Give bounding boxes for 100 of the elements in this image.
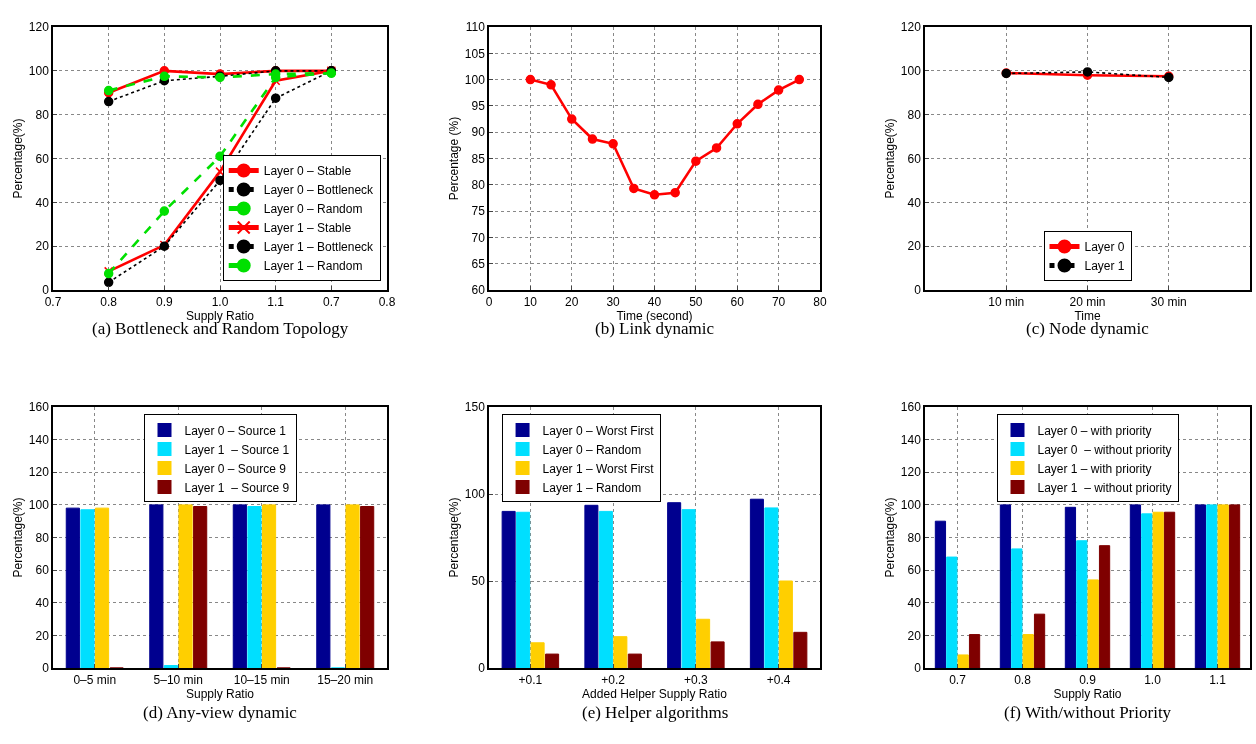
y-axis-title: Percentage(%): [446, 497, 461, 578]
x-tick-label: 0.8: [1014, 673, 1032, 688]
y-tick-label: 60: [907, 151, 922, 166]
x-tick-label: 0.7: [44, 295, 62, 310]
y-tick-label: 90: [471, 125, 486, 140]
x-tick-label: 10: [523, 295, 538, 310]
x-tick-label: 40: [647, 295, 662, 310]
y-tick-label: 80: [907, 530, 922, 545]
x-tick-label: 1.1: [1209, 673, 1227, 688]
x-tick-label: 0.7: [322, 295, 340, 310]
x-tick-label: 70: [771, 295, 786, 310]
y-tick-label: 140: [28, 432, 50, 447]
x-tick-label: +0.4: [766, 673, 791, 688]
legend-label: Layer 1 – Source 9: [184, 480, 290, 495]
legend-label: Layer 0 – Random: [263, 202, 363, 217]
y-tick-label: 160: [28, 400, 50, 415]
x-tick-label: 0.9: [155, 295, 173, 310]
legend-label: Layer 1 – Stable: [263, 221, 352, 236]
y-tick-label: 75: [471, 204, 486, 219]
legend-label: Layer 0 – Stable: [263, 164, 352, 179]
y-tick-label: 70: [471, 230, 486, 245]
y-tick-label: 100: [464, 487, 486, 502]
y-tick-label: 0: [42, 661, 50, 676]
y-axis-title: Percentage(%): [882, 497, 897, 578]
y-tick-label: 60: [35, 151, 50, 166]
legend-label: Layer 0 – Worst First: [542, 423, 655, 438]
y-tick-label: 110: [465, 20, 486, 35]
legend-label: Layer 1 – Random: [542, 480, 642, 495]
y-tick-label: 40: [35, 195, 50, 210]
x-tick-label: 80: [813, 295, 827, 310]
y-tick-label: 140: [900, 432, 922, 447]
y-tick-label: 160: [900, 400, 922, 415]
legend-label: Layer 0 – Bottleneck: [263, 183, 375, 198]
y-tick-label: 50: [471, 574, 486, 589]
legend-label: Layer 1: [1084, 259, 1125, 274]
y-tick-label: 80: [471, 178, 486, 192]
y-tick-label: 60: [35, 563, 50, 578]
x-tick-label: +0.3: [684, 673, 709, 688]
x-tick-label: 0.8: [378, 295, 396, 310]
y-tick-label: 60: [907, 563, 922, 578]
y-axis-title: Percentage(%): [10, 118, 25, 199]
x-tick-label: 5–10 min: [153, 673, 203, 688]
x-tick-label: 10–15 min: [233, 673, 290, 688]
legend-label: Layer 1 – Worst First: [542, 461, 655, 476]
y-tick-label: 20: [35, 239, 50, 254]
x-tick-label: 30 min: [1150, 295, 1187, 310]
legend-label: Layer 0 – Source 1: [184, 423, 287, 438]
x-axis-title: Supply Ratio: [1053, 687, 1122, 702]
legend-label: Layer 0 – Random: [542, 442, 642, 457]
y-tick-label: 65: [471, 256, 486, 271]
y-tick-label: 100: [900, 498, 922, 513]
text: (d) Any-view dynamic: [143, 703, 298, 722]
x-tick-label: +0.2: [601, 673, 626, 688]
x-tick-label: 20: [565, 295, 579, 310]
x-tick-label: 10 min: [988, 295, 1025, 310]
x-tick-label: 30: [606, 295, 621, 310]
y-tick-label: 100: [900, 64, 922, 79]
x-tick-label: 0.7: [949, 673, 967, 688]
y-tick-label: 100: [28, 498, 50, 513]
legend-label: Layer 0: [1084, 240, 1125, 255]
x-tick-label: +0.1: [518, 673, 543, 688]
y-tick-label: 120: [900, 20, 922, 35]
y-tick-label: 100: [464, 72, 486, 87]
legend-label: Layer 1 – without priority: [1037, 480, 1172, 495]
x-tick-label: 1.0: [211, 295, 229, 310]
y-tick-label: 60: [471, 283, 486, 298]
x-tick-label: 20 min: [1069, 295, 1106, 310]
y-axis-title: Percentage (%): [446, 116, 461, 201]
y-tick-label: 40: [907, 595, 922, 610]
x-axis-title: Supply Ratio: [185, 687, 255, 702]
legend-label: Layer 1 – Bottleneck: [263, 240, 375, 255]
y-tick-label: 80: [35, 530, 50, 545]
text: (f) With/without Priority: [1004, 703, 1172, 722]
y-tick-label: 150: [464, 400, 486, 415]
x-tick-label: 50: [689, 295, 703, 310]
y-tick-label: 0: [914, 283, 922, 298]
y-tick-label: 0: [478, 661, 486, 676]
legend-label: Layer 0 – Source 9: [184, 461, 287, 476]
x-tick-label: 0–5 min: [73, 673, 117, 688]
x-tick-label: 60: [730, 295, 745, 310]
x-tick-label: 0.8: [100, 295, 118, 310]
y-tick-label: 100: [28, 64, 50, 79]
y-axis-title: Percentage(%): [10, 497, 25, 578]
y-tick-label: 105: [464, 46, 486, 61]
text: (c) Node dynamic: [1026, 319, 1150, 338]
y-tick-label: 85: [471, 151, 486, 166]
y-tick-label: 120: [28, 20, 50, 35]
y-tick-label: 20: [907, 239, 922, 254]
x-tick-label: 15–20 min: [317, 673, 374, 688]
y-tick-label: 0: [914, 661, 922, 676]
x-tick-label: 0.9: [1079, 673, 1097, 688]
legend-label: Layer 1 – Random: [263, 259, 363, 274]
legend-label: Layer 1 – with priority: [1037, 461, 1152, 476]
x-tick-label: 1.0: [1144, 673, 1162, 688]
legend-label: Layer 1 – Source 1: [184, 442, 290, 457]
y-tick-label: 80: [907, 107, 922, 122]
y-tick-label: 80: [35, 107, 50, 122]
y-tick-label: 120: [28, 465, 50, 480]
text: (e) Helper algorithms: [582, 703, 729, 722]
legend-label: Layer 0 – with priority: [1037, 423, 1152, 438]
